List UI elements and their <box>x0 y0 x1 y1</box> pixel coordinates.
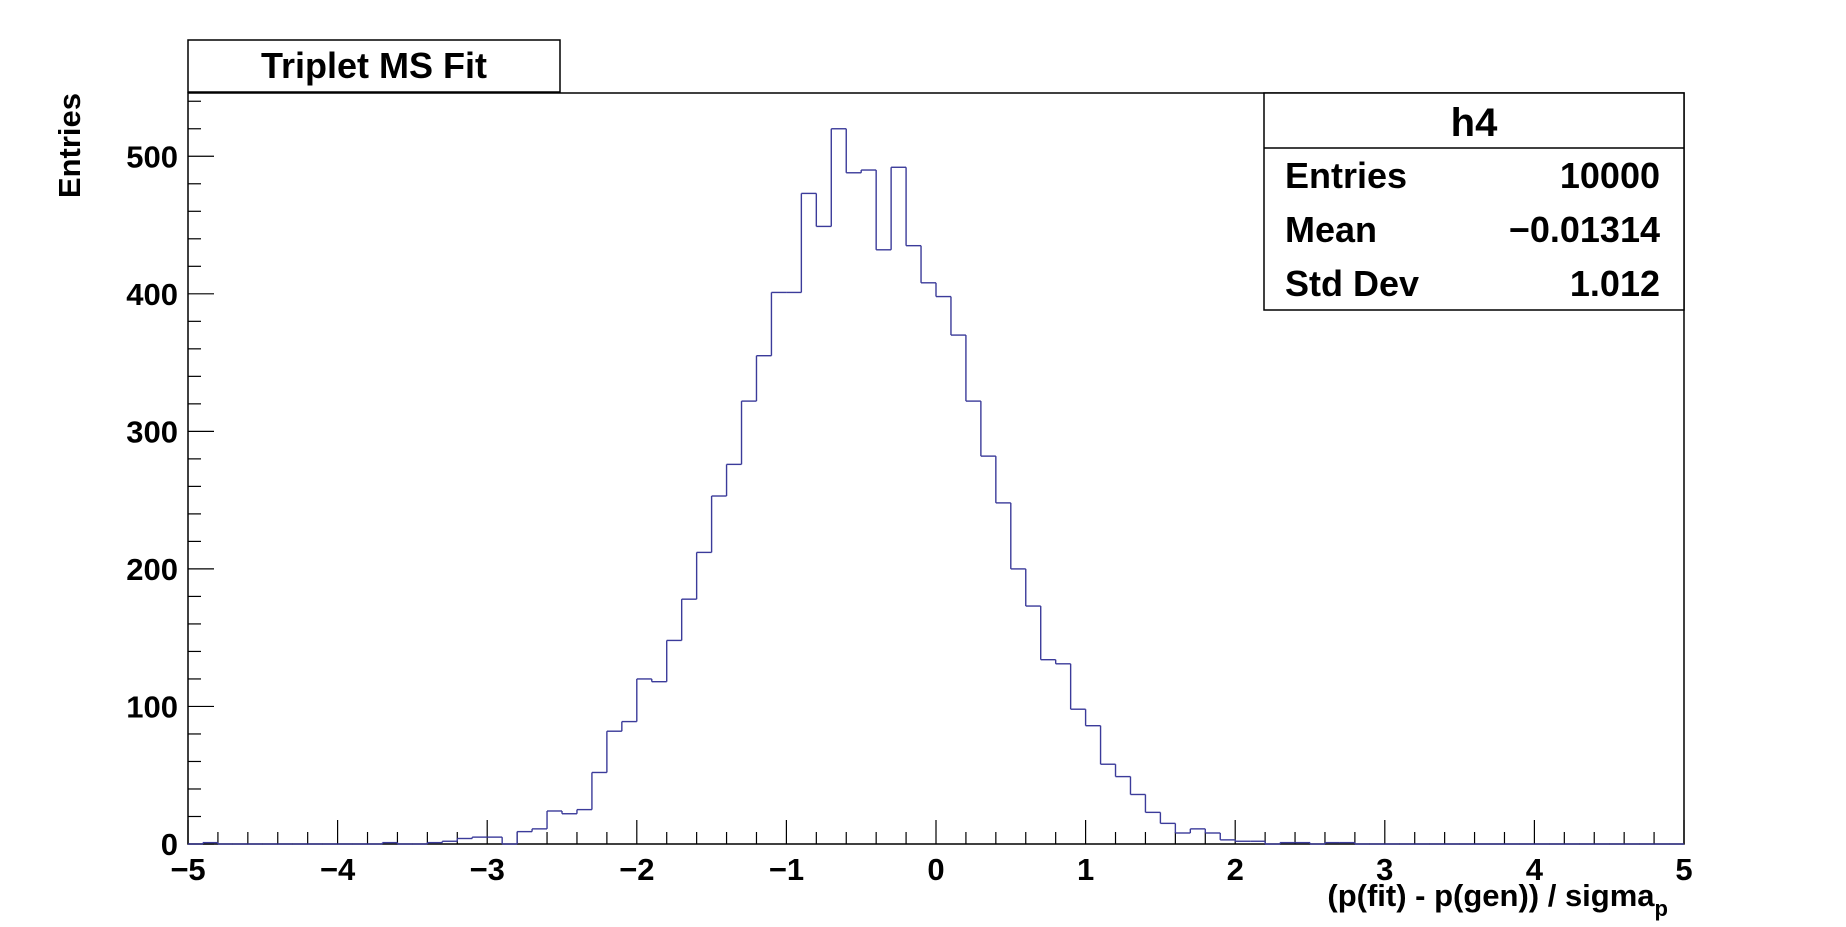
x-tick-label: −4 <box>320 852 356 887</box>
x-tick-label: 2 <box>1227 852 1244 887</box>
stats-entries-value: 10000 <box>1560 155 1660 196</box>
x-tick-label: −1 <box>769 852 804 887</box>
x-tick-label: 5 <box>1675 852 1692 887</box>
x-axis-title: (p(fit) - p(gen)) / sigmap <box>1327 878 1668 921</box>
y-axis: 0 100 200 300 400 500 <box>126 100 214 862</box>
x-tick-label: 1 <box>1077 852 1094 887</box>
x-axis-title-subscript: p <box>1655 896 1668 921</box>
x-axis: −5 −4 −3 −2 −1 0 1 2 3 4 5 <box>170 820 1693 887</box>
title-box: Triplet MS Fit <box>187 39 561 93</box>
chart-title: Triplet MS Fit <box>261 45 487 86</box>
x-tick-label: 4 <box>1526 852 1544 887</box>
y-tick-label: 400 <box>126 277 178 312</box>
y-tick-label: 200 <box>126 552 178 587</box>
x-tick-label: −2 <box>619 852 654 887</box>
stats-stddev-label: Std Dev <box>1285 263 1419 304</box>
stats-mean-label: Mean <box>1285 209 1377 250</box>
y-tick-label: 300 <box>126 414 178 449</box>
x-tick-label: 3 <box>1376 852 1393 887</box>
x-tick-label: −3 <box>470 852 505 887</box>
stats-stddev-value: 1.012 <box>1570 263 1660 304</box>
series-h4 <box>188 128 1684 845</box>
y-tick-label: 0 <box>161 827 178 862</box>
x-tick-label: 0 <box>927 852 944 887</box>
stats-box: h4 Entries 10000 Mean −0.01314 Std Dev 1… <box>1263 92 1685 311</box>
y-tick-label: 100 <box>126 689 178 724</box>
y-axis-title: Entries <box>52 93 87 198</box>
y-tick-label: 500 <box>126 139 178 174</box>
stats-histogram-name: h4 <box>1451 101 1498 145</box>
stats-mean-value: −0.01314 <box>1509 209 1660 250</box>
stats-entries-label: Entries <box>1285 155 1407 196</box>
x-tick-label: −5 <box>170 852 205 887</box>
x-axis-title-main: (p(fit) - p(gen)) / sigma <box>1327 878 1655 913</box>
